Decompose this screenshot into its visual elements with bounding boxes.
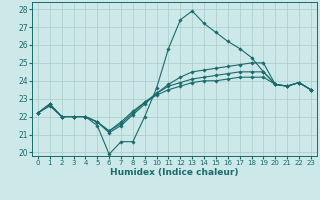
X-axis label: Humidex (Indice chaleur): Humidex (Indice chaleur) bbox=[110, 168, 239, 177]
